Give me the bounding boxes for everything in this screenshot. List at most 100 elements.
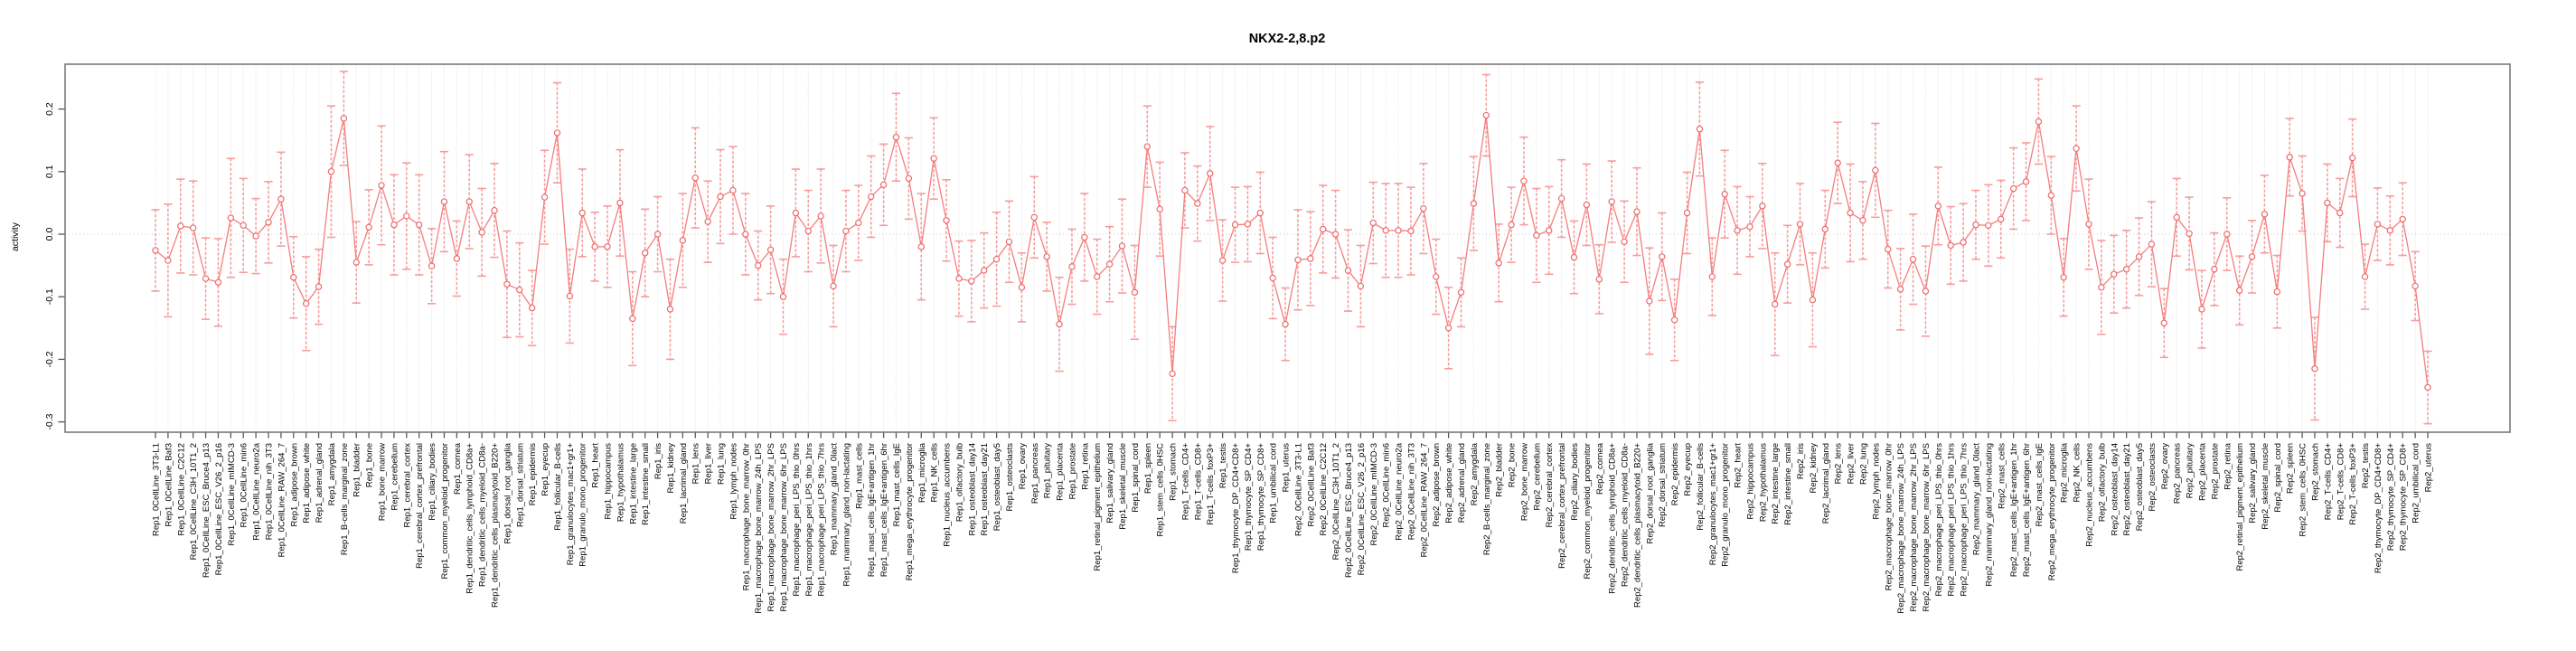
data-point-marker: [2336, 209, 2344, 217]
data-point-marker: [1395, 227, 1402, 234]
x-tick-label: Rep2_prostate: [2210, 443, 2220, 499]
data-point-marker: [2022, 178, 2030, 185]
x-tick-label: Rep2_T-cells_foxP3+: [2348, 443, 2358, 525]
data-point-marker: [679, 237, 687, 244]
x-tick-label: Rep1_0CellLine_RAW_264_7: [277, 443, 287, 557]
x-tick-label: Rep2_dendritic_cells_plasmacytoid_B220+: [1632, 443, 1642, 608]
x-tick-label: Rep2_0CellLine_mIMCD-3: [1369, 443, 1379, 546]
data-point-marker: [766, 246, 775, 253]
x-tick-label: Rep2_hypothalamus: [1758, 443, 1768, 522]
x-tick-label: Rep2_salivary_gland: [2248, 443, 2258, 524]
y-tick-label: -0.1: [44, 288, 55, 305]
data-point-marker: [503, 280, 511, 288]
data-point-marker: [1420, 204, 1427, 212]
data-point-marker: [1118, 242, 1126, 250]
axes: 0.2 0.1 0.0 -0.1 -0.2 -0.3 Rep1_0CellLine_3T3-…: [44, 102, 2433, 613]
x-tick-label: Rep1_0CellLine_neuro2a: [252, 442, 262, 540]
data-point-marker: [2311, 365, 2318, 373]
x-tick-label: Rep2_testis: [2361, 443, 2371, 488]
data-point-marker: [855, 219, 862, 227]
data-point-marker: [1357, 282, 1365, 290]
data-point-marker: [2286, 154, 2293, 161]
data-point-marker: [804, 227, 812, 235]
data-point-marker: [2098, 284, 2105, 291]
x-tick-label: Rep1_bone_marrow: [378, 443, 388, 521]
data-point-marker: [868, 193, 875, 201]
x-tick-label: Rep1_microglia: [917, 442, 927, 503]
x-tick-label: Rep2_stem_cells_0HSC: [2299, 443, 2308, 537]
x-tick-label: Rep2_lacrimal_gland: [1821, 443, 1831, 524]
x-tick-label: Rep2_mast_cells_IgE: [2035, 443, 2045, 526]
data-point-marker: [478, 229, 485, 236]
data-point-marker: [2361, 273, 2369, 280]
x-tick-label: Rep1_dorsal_root_ganglia: [503, 442, 512, 543]
data-point-marker: [1056, 320, 1063, 328]
x-tick-label: Rep1_thymocyte_SP_CD4+: [1244, 443, 1254, 552]
data-point-marker: [905, 175, 913, 183]
x-tick-label: Rep1_T-cells_CD8+: [1193, 443, 1203, 521]
x-tick-label: Rep2_adipose_white: [1444, 443, 1454, 524]
data-point-marker: [1269, 274, 1276, 282]
y-tick-label: -0.2: [44, 351, 55, 367]
data-point-marker: [1194, 200, 1201, 207]
data-point-marker: [1043, 253, 1050, 260]
data-point-marker: [704, 218, 711, 225]
y-axis-label: activity: [10, 222, 21, 251]
x-tick-label: Rep1_macrophage_bone_marrow_0hr: [741, 443, 751, 590]
x-tick-label: Rep2_umbilical_cord: [2411, 443, 2421, 524]
data-point-marker: [1081, 233, 1088, 241]
data-point-marker: [2411, 282, 2419, 290]
x-tick-label: Rep2_granulocytes_mac1+gr1+: [1708, 443, 1718, 566]
x-tick-label: Rep1_0CellLine_C3H_10T1_2: [189, 443, 199, 560]
data-point-marker: [340, 115, 348, 122]
data-point-marker: [1546, 227, 1553, 234]
data-point-marker: [189, 224, 197, 231]
data-point-marker: [943, 217, 950, 224]
data-point-marker: [1256, 209, 1264, 217]
x-tick-label: Rep2_stomach: [2310, 443, 2320, 501]
x-tick-label: Rep1_placenta: [1056, 442, 1066, 501]
data-point-marker: [1457, 288, 1465, 297]
data-point-marker: [1094, 273, 1101, 280]
data-point-marker: [2173, 213, 2180, 222]
x-tick-label: Rep2_nucleus_accumbens: [2084, 443, 2094, 547]
x-tick-label: Rep2_lens: [1834, 443, 1844, 485]
x-tick-label: Rep2_thymocyte_DP_CD4+CD8+: [2374, 443, 2383, 574]
x-tick-label: Rep1_macrophage_bone_marrow_2hr_LPS: [766, 443, 776, 611]
x-tick-label: Rep1_osteoclasts: [1005, 443, 1015, 512]
x-tick-label: Rep2_0CellLine_Baf3: [1306, 443, 1316, 526]
data-point-marker: [892, 134, 900, 141]
x-tick-label: Rep1_thymocyte_DP_CD4+CD8+: [1231, 443, 1241, 574]
x-tick-label: Rep2_osteoblast_day14: [2110, 443, 2120, 535]
data-point-marker: [1407, 227, 1415, 235]
x-tick-label: Rep2_dendritic_cells_lymphoid_CD8a+: [1608, 443, 1618, 594]
x-tick-label: Rep1_retina: [1080, 442, 1090, 489]
x-tick-label: Rep2_thymocyte_SP_CD4+: [2386, 443, 2396, 552]
data-point-marker: [1131, 288, 1139, 297]
data-point-marker: [1821, 225, 1829, 233]
data-point-marker: [1018, 284, 1026, 291]
data-point-marker: [315, 283, 323, 290]
data-point-marker: [390, 221, 398, 229]
x-tick-label: Rep2_osteoblast_day5: [2135, 443, 2145, 531]
x-tick-label: Rep1_pancreas: [1030, 443, 1040, 504]
x-tick-label: Rep2_spleen: [2286, 443, 2296, 494]
x-tick-label: Rep2_microglia: [2060, 442, 2070, 503]
data-point-marker: [779, 293, 787, 300]
x-tick-label: Rep1_skeletal_muscle: [1118, 443, 1128, 530]
x-tick-label: Rep1_cerebral_cortex: [402, 443, 412, 528]
x-tick-label: Rep2_bone: [1508, 443, 1518, 487]
data-point-marker: [465, 198, 473, 205]
data-point-marker: [992, 255, 1001, 263]
x-tick-label: Rep1_granulo_mono_progenitor: [578, 443, 588, 567]
data-point-marker: [1972, 221, 1979, 229]
x-tick-label: Rep2_uterus: [2423, 443, 2433, 493]
data-point-marker: [1181, 186, 1189, 194]
data-point-marker: [1382, 227, 1389, 234]
data-point-marker: [1909, 255, 1917, 263]
data-point-marker: [1934, 203, 1942, 210]
data-point-marker: [2211, 266, 2218, 273]
data-point-marker: [2111, 270, 2118, 278]
data-point-marker: [2060, 274, 2067, 281]
